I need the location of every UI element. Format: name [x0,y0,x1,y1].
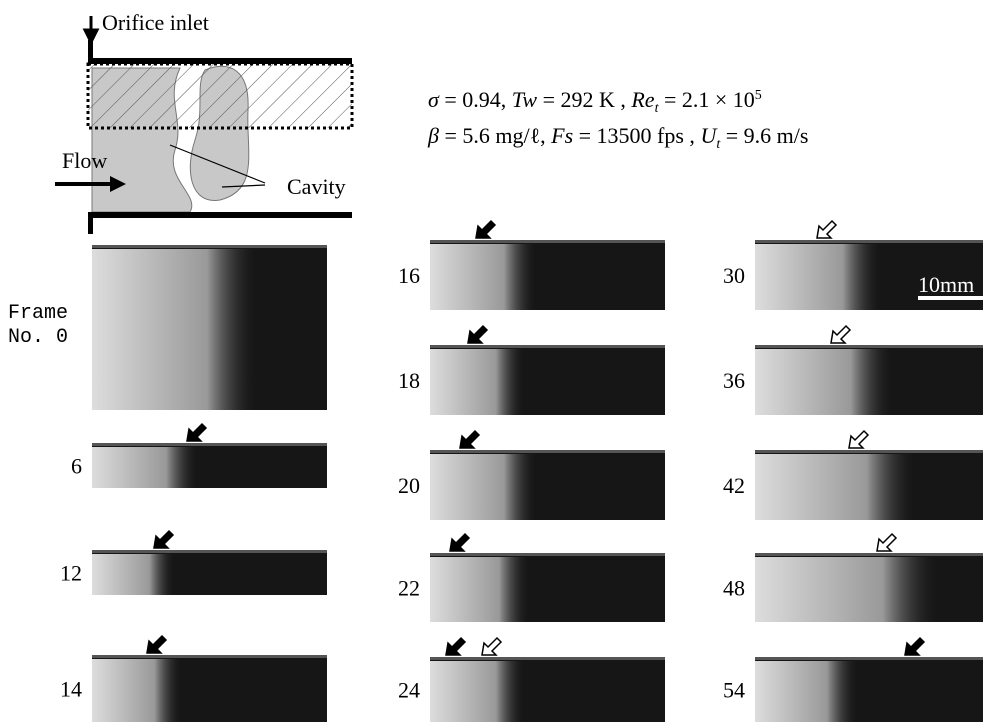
frame-caption: No. 0 [8,326,68,349]
arrow-marker [816,219,838,239]
parameter-run: = 2.1 × 10 [658,87,754,112]
parameter-run: U [700,123,718,148]
parameter-run: σ [428,87,440,112]
wall [92,58,352,64]
flow-label: Flow [62,148,107,173]
frame-number: 36 [723,368,745,393]
cavity-glow [430,244,536,310]
parameter-line: β = 5.6 mg/ℓ, Fs = 13500 fps , Ut = 9.6 … [427,123,808,152]
frames: 6 12 14 16 18 20 22 24 30 36 42 48 54 10mm [60,219,983,722]
hatched-region [86,62,354,130]
frame-number: 12 [60,561,82,586]
scale-bar [918,296,983,300]
cavity-glow [755,661,858,722]
arrow-marker [830,324,852,344]
arrow-marker [467,324,489,344]
parameter-run: = 292 K , [537,87,631,112]
arrow-marker [481,636,503,656]
frame-number: 6 [71,454,82,479]
cavity-glow [92,659,182,722]
arrow-marker [848,429,870,449]
arrow-marker [449,532,471,552]
frame-edge [755,240,983,243]
frame-caption: Frame [8,302,68,325]
parameter-run: β [427,123,439,148]
frame-edge [755,553,983,556]
arrow-marker [876,532,898,552]
frame-number: 16 [398,263,420,288]
inlet-label: Orifice inlet [102,10,209,35]
frame-number: 18 [398,368,420,393]
cavity-glow [755,349,892,415]
orifice [88,40,93,64]
parameter-line: σ = 0.94, Tw = 292 K , Ret = 2.1 × 105 [428,87,762,116]
cavity-glow [92,554,175,595]
arrow-marker [186,422,208,442]
cavity-glow [92,447,198,488]
parameter-run: t [655,101,660,116]
parameter-run: t [716,137,721,152]
arrow-marker [475,219,497,239]
cavity-glow [430,557,529,622]
frame-edge [430,657,665,660]
arrow-marker [445,636,467,656]
wall [92,212,352,218]
frame-number: 20 [398,473,420,498]
cavity-glow [430,661,524,722]
frame-number: 24 [398,678,420,703]
cavity-glow [92,249,257,410]
scale-label: 10mm [918,272,974,297]
frame-edge [92,245,327,248]
frame-number: 22 [398,576,420,601]
frame-number: 42 [723,473,745,498]
frame-edge [755,657,983,660]
frame-edge [92,550,327,553]
parameter-run: Fs [550,123,573,148]
leader-lines [169,144,266,188]
cavity-glow [755,244,881,310]
flow-arrow-head [110,176,126,192]
frame-number: 54 [723,678,745,703]
frame-edge [430,450,665,453]
parameter-run: = 0.94, [439,87,512,112]
parameter-run: = 9.6 m/s [720,123,808,148]
arrow-marker [146,634,168,654]
cavity-glow [755,454,915,520]
cavity-glow [430,454,536,520]
frame-edge [430,240,665,243]
parameter-run: Re [630,87,654,112]
frame-edge [430,553,665,556]
arrow-marker [459,429,481,449]
parameter-run: 5 [755,88,762,103]
cavity-glow [430,349,524,415]
parameter-run: = 13500 fps , [573,123,700,148]
arrow-marker [904,636,926,656]
diagram: Orifice inlet Flow Cavity [55,10,354,234]
frame-number: 30 [723,263,745,288]
cavity-label: Cavity [287,174,346,199]
inlet-arrow [82,16,100,46]
cavity-glow [755,557,938,622]
frame-edge [92,655,327,658]
frame-edge [755,345,983,348]
arrow-marker [153,529,175,549]
frame-edge [755,450,983,453]
frame-number: 48 [723,576,745,601]
parameter-run: Tw [512,87,538,112]
frame-number: 14 [60,677,82,702]
frame-edge [430,345,665,348]
frame-edge [92,443,327,446]
parameter-run: = 5.6 mg/ℓ, [439,123,551,148]
orifice [88,212,93,234]
